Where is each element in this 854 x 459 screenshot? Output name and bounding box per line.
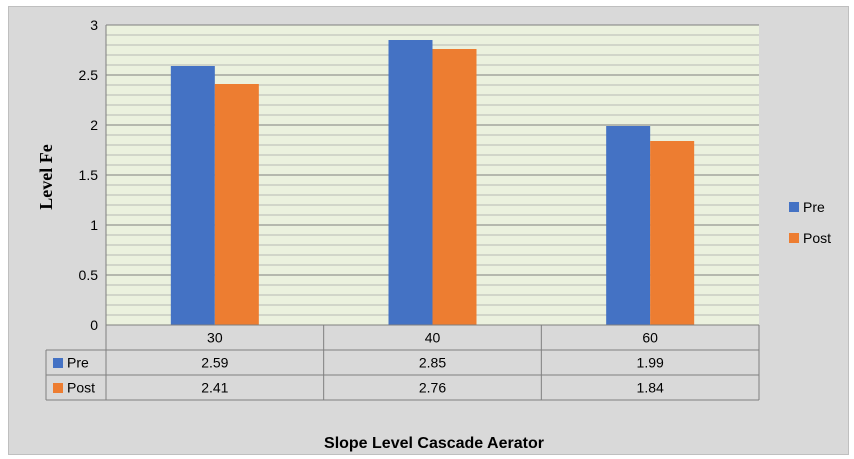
table-cell: 2.41 bbox=[201, 380, 228, 396]
x-tick-label: 40 bbox=[425, 330, 441, 346]
table-legend-key-pre bbox=[53, 358, 63, 368]
legend-label-post: Post bbox=[803, 230, 831, 246]
table-cell: 2.59 bbox=[201, 355, 228, 371]
y-axis-label: Level Fe bbox=[36, 144, 56, 209]
y-tick-label: 1 bbox=[90, 217, 98, 233]
y-tick-label: 2 bbox=[90, 117, 98, 133]
bar-pre-60 bbox=[606, 126, 651, 325]
bar-post-60 bbox=[650, 141, 695, 325]
x-axis-label: Slope Level Cascade Aerator bbox=[324, 435, 544, 452]
legend-swatch-pre bbox=[789, 202, 799, 212]
y-tick-label: 2.5 bbox=[79, 67, 99, 83]
table-row-label: Post bbox=[67, 380, 95, 396]
y-tick-label: 0 bbox=[90, 317, 98, 333]
table-cell: 1.99 bbox=[637, 355, 664, 371]
bar-pre-40 bbox=[388, 40, 433, 325]
x-tick-label: 60 bbox=[642, 330, 658, 346]
y-tick-label: 3 bbox=[90, 17, 98, 33]
bar-pre-30 bbox=[170, 66, 215, 325]
legend-swatch-post bbox=[789, 233, 799, 243]
table-cell: 2.85 bbox=[419, 355, 446, 371]
table-row-label: Pre bbox=[67, 355, 89, 371]
bar-post-30 bbox=[214, 84, 259, 325]
table-cell: 2.76 bbox=[419, 380, 446, 396]
chart-frame: 0 0.5 1 1.5 2 2.5 3 30 40 60 Pre 2.59 2.85 1.99 Post 2… bbox=[8, 6, 849, 455]
y-tick-label: 0.5 bbox=[79, 267, 99, 283]
y-tick-label: 1.5 bbox=[79, 167, 99, 183]
table-legend-key-post bbox=[53, 383, 63, 393]
bar-post-40 bbox=[432, 49, 477, 325]
chart-svg: 0 0.5 1 1.5 2 2.5 3 30 40 60 Pre 2.59 2.85 1.99 Post 2… bbox=[36, 17, 831, 452]
table-cell: 1.84 bbox=[637, 380, 664, 396]
x-tick-label: 30 bbox=[207, 330, 223, 346]
legend-label-pre: Pre bbox=[803, 199, 825, 215]
